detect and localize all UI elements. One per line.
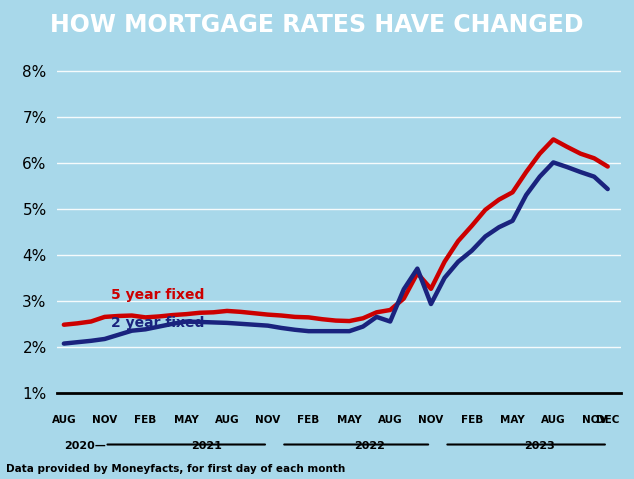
- Text: NOV: NOV: [581, 415, 607, 425]
- Text: FEB: FEB: [461, 415, 483, 425]
- Text: 2021: 2021: [191, 441, 222, 451]
- Text: AUG: AUG: [51, 415, 76, 425]
- Text: FEB: FEB: [134, 415, 157, 425]
- Text: AUG: AUG: [541, 415, 566, 425]
- Text: AUG: AUG: [378, 415, 403, 425]
- Text: 2020—: 2020—: [64, 441, 106, 451]
- Text: 2 year fixed: 2 year fixed: [112, 317, 205, 331]
- Text: 2022: 2022: [354, 441, 385, 451]
- Text: AUG: AUG: [215, 415, 239, 425]
- Text: NOV: NOV: [418, 415, 444, 425]
- Text: Data provided by Moneyfacts, for first day of each month: Data provided by Moneyfacts, for first d…: [6, 464, 346, 474]
- Text: 2023: 2023: [524, 441, 555, 451]
- Text: HOW MORTGAGE RATES HAVE CHANGED: HOW MORTGAGE RATES HAVE CHANGED: [50, 13, 584, 37]
- Text: FEB: FEB: [297, 415, 320, 425]
- Text: MAY: MAY: [174, 415, 198, 425]
- Text: NOV: NOV: [92, 415, 117, 425]
- Text: NOV: NOV: [255, 415, 280, 425]
- Text: MAY: MAY: [337, 415, 362, 425]
- Text: MAY: MAY: [500, 415, 525, 425]
- Text: 5 year fixed: 5 year fixed: [112, 287, 205, 301]
- Text: DEC: DEC: [596, 415, 619, 425]
